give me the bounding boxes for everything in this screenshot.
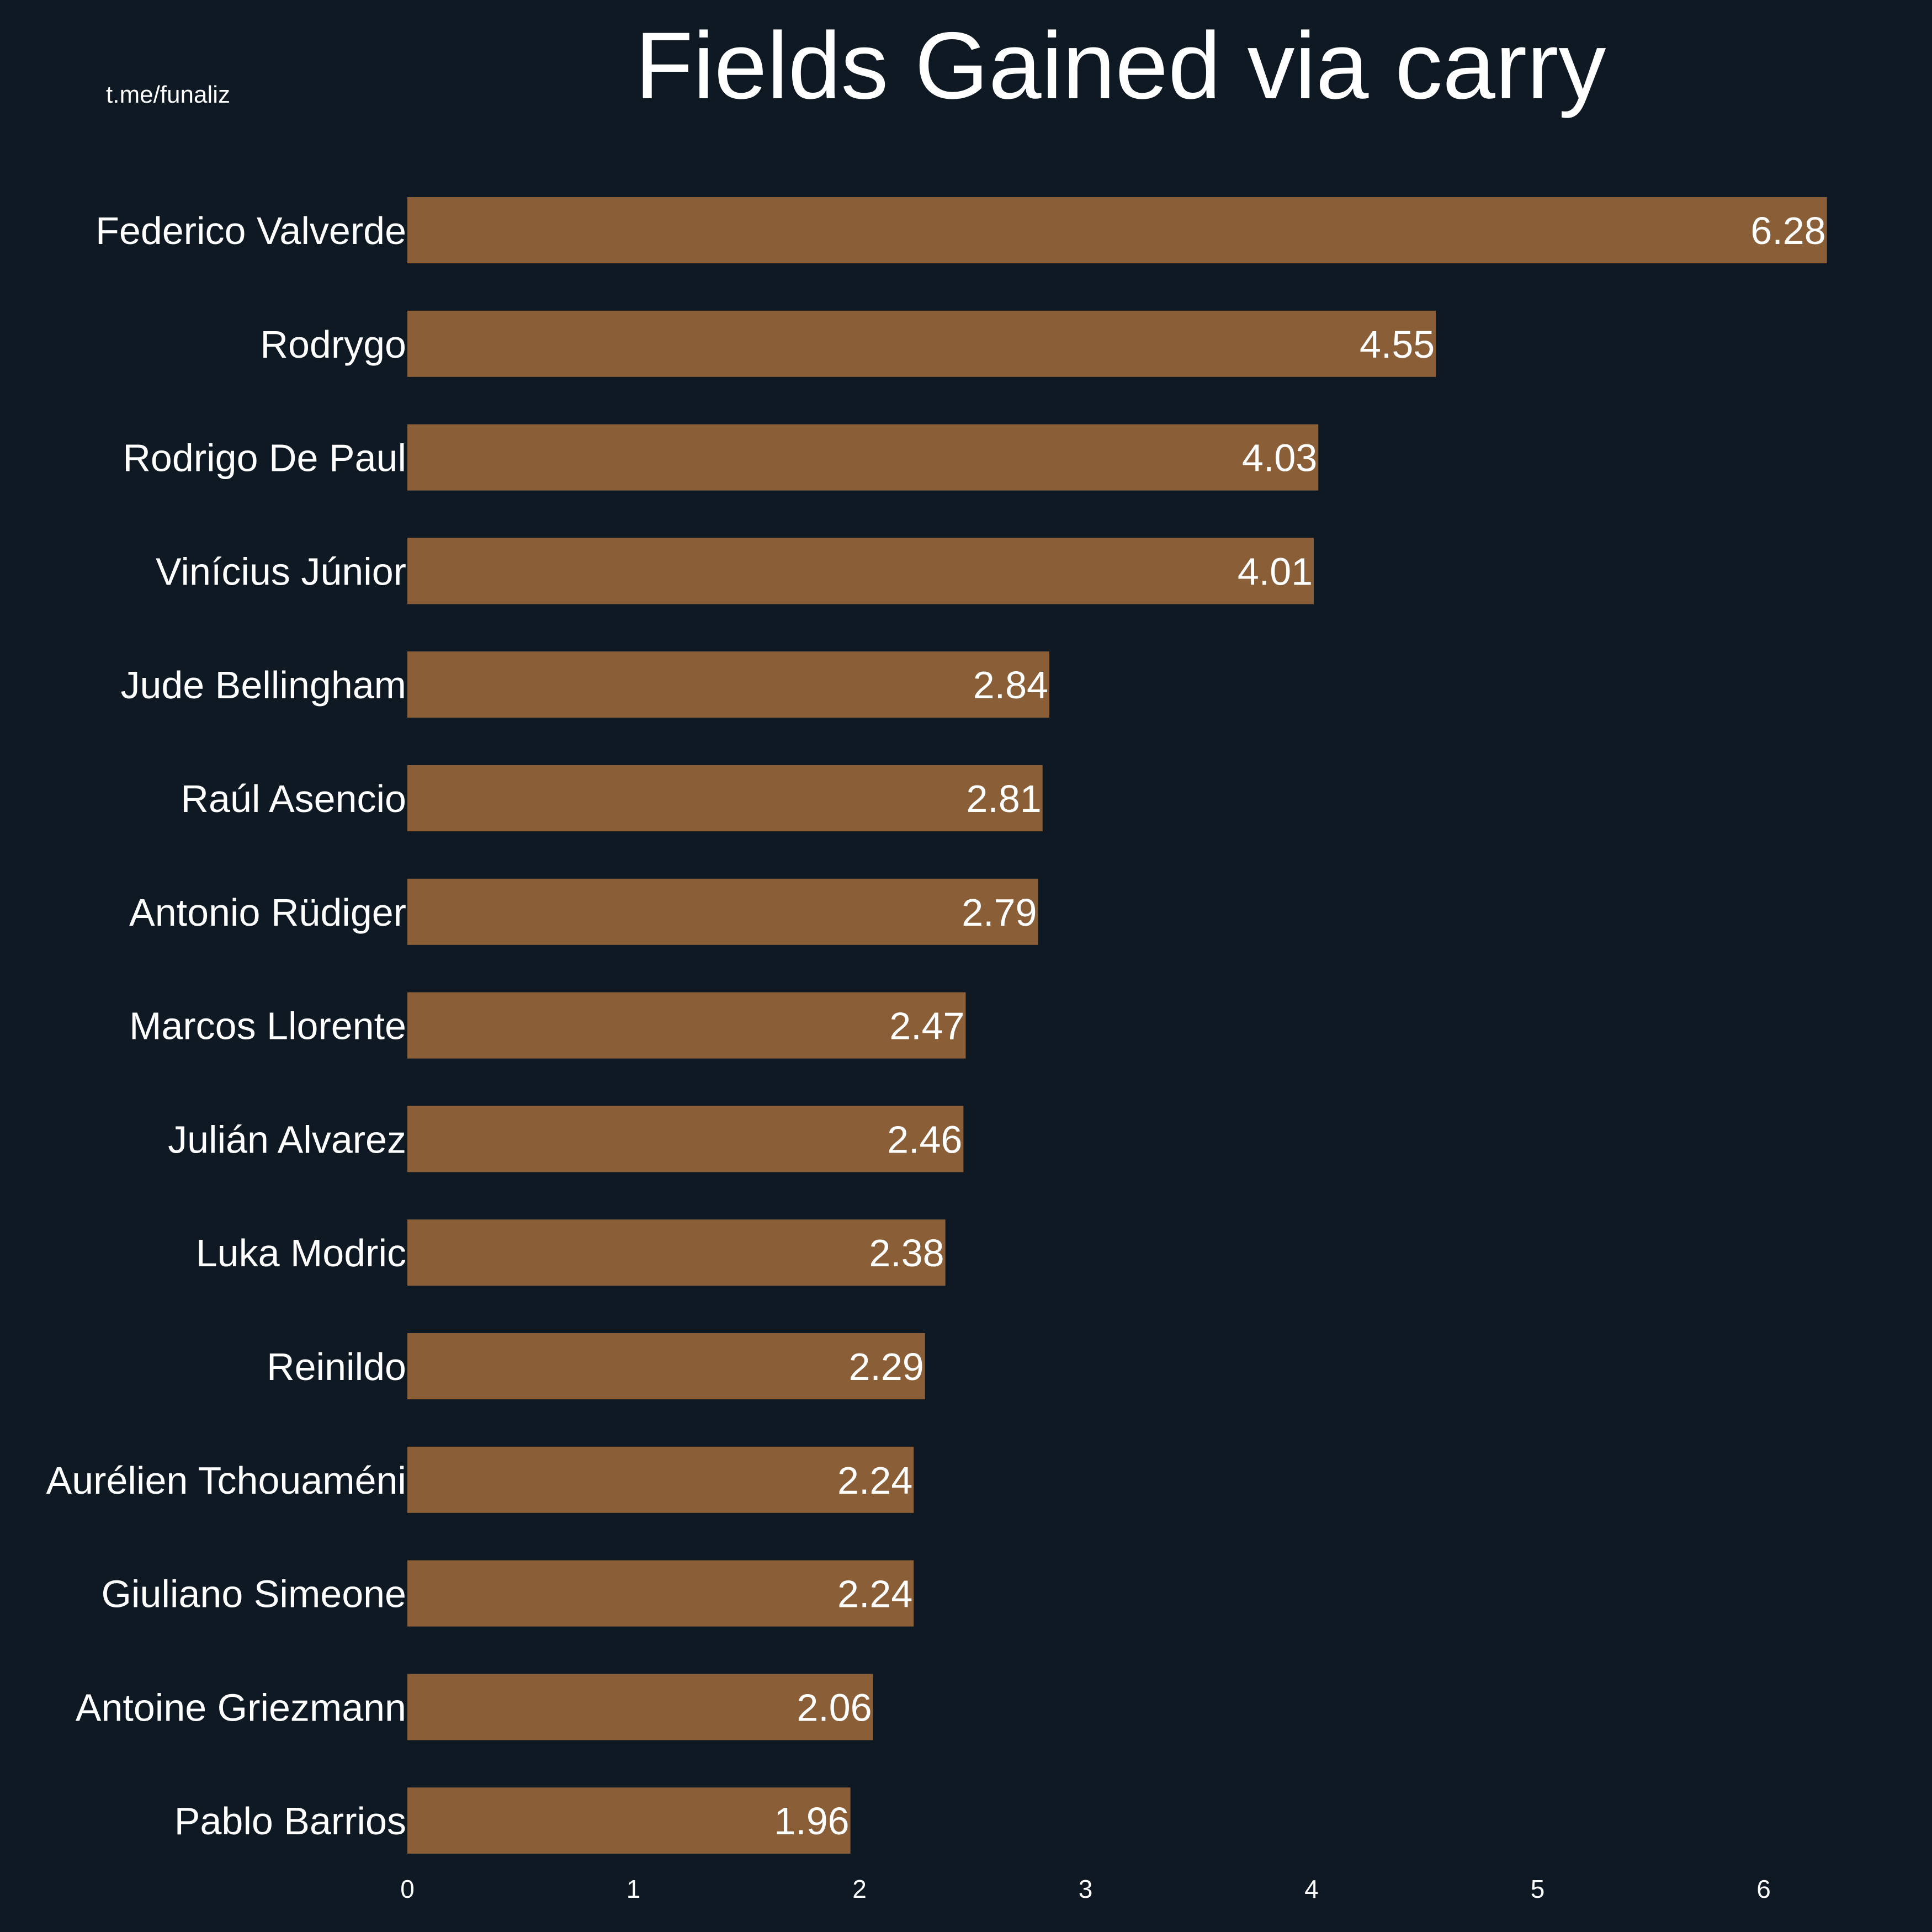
value-label: 6.28 bbox=[1750, 209, 1825, 252]
x-tick-label: 5 bbox=[1531, 1875, 1545, 1903]
bar bbox=[407, 1446, 914, 1513]
value-label: 4.03 bbox=[1242, 437, 1317, 480]
category-label: Vinícius Júnior bbox=[156, 550, 406, 593]
value-label: 2.81 bbox=[966, 777, 1041, 820]
bars-group: Federico Valverde 6.28 Rodrygo 4.55 Rodrigo … bbox=[46, 197, 1827, 1854]
x-axis-ticks: 0 1 2 3 4 5 6 bbox=[400, 1875, 1771, 1903]
category-label: Julián Alvarez bbox=[168, 1118, 406, 1161]
value-label: 2.29 bbox=[849, 1345, 924, 1388]
category-label: Antoine Griezmann bbox=[76, 1686, 406, 1729]
category-label: Jude Bellingham bbox=[120, 664, 406, 707]
value-label: 4.01 bbox=[1238, 550, 1313, 593]
bar bbox=[407, 1787, 851, 1854]
category-label: Raúl Asencio bbox=[181, 777, 406, 820]
bar bbox=[407, 1219, 946, 1286]
category-label: Giuliano Simeone bbox=[101, 1573, 406, 1616]
category-label: Rodrigo De Paul bbox=[123, 437, 406, 480]
value-label: 2.24 bbox=[837, 1459, 912, 1502]
category-label: Reinildo bbox=[267, 1345, 406, 1388]
value-label: 2.46 bbox=[887, 1118, 962, 1161]
chart-title: Fields Gained via carry bbox=[635, 13, 1606, 119]
x-tick-label: 6 bbox=[1756, 1875, 1771, 1903]
category-label: Pablo Barrios bbox=[174, 1800, 406, 1843]
bar bbox=[407, 1106, 964, 1172]
watermark-text: t.me/funaliz bbox=[106, 81, 230, 108]
value-label: 2.47 bbox=[889, 1005, 964, 1048]
value-label: 2.84 bbox=[973, 664, 1048, 707]
category-label: Aurélien Tchouaméni bbox=[46, 1459, 406, 1502]
value-label: 2.24 bbox=[837, 1573, 912, 1616]
bar bbox=[407, 765, 1043, 831]
category-label: Luka Modric bbox=[196, 1232, 406, 1275]
bar bbox=[407, 424, 1319, 491]
bar bbox=[407, 992, 966, 1059]
x-tick-label: 4 bbox=[1304, 1875, 1319, 1903]
bar bbox=[407, 651, 1049, 718]
bar bbox=[407, 197, 1827, 263]
value-label: 4.55 bbox=[1360, 323, 1435, 366]
category-label: Federico Valverde bbox=[95, 209, 406, 252]
category-label: Antonio Rüdiger bbox=[129, 891, 406, 934]
bar bbox=[407, 1333, 925, 1399]
x-tick-label: 2 bbox=[852, 1875, 867, 1903]
bar bbox=[407, 1674, 873, 1740]
x-tick-label: 0 bbox=[400, 1875, 415, 1903]
category-label: Rodrygo bbox=[260, 323, 406, 366]
bar bbox=[407, 1560, 914, 1627]
value-label: 2.38 bbox=[869, 1232, 944, 1275]
bar bbox=[407, 538, 1314, 604]
bar bbox=[407, 878, 1038, 945]
value-label: 1.96 bbox=[774, 1800, 849, 1843]
value-label: 2.06 bbox=[797, 1686, 872, 1729]
x-tick-label: 1 bbox=[627, 1875, 641, 1903]
bar bbox=[407, 310, 1436, 377]
x-tick-label: 3 bbox=[1079, 1875, 1093, 1903]
value-label: 2.79 bbox=[962, 891, 1037, 934]
category-label: Marcos Llorente bbox=[129, 1005, 406, 1048]
